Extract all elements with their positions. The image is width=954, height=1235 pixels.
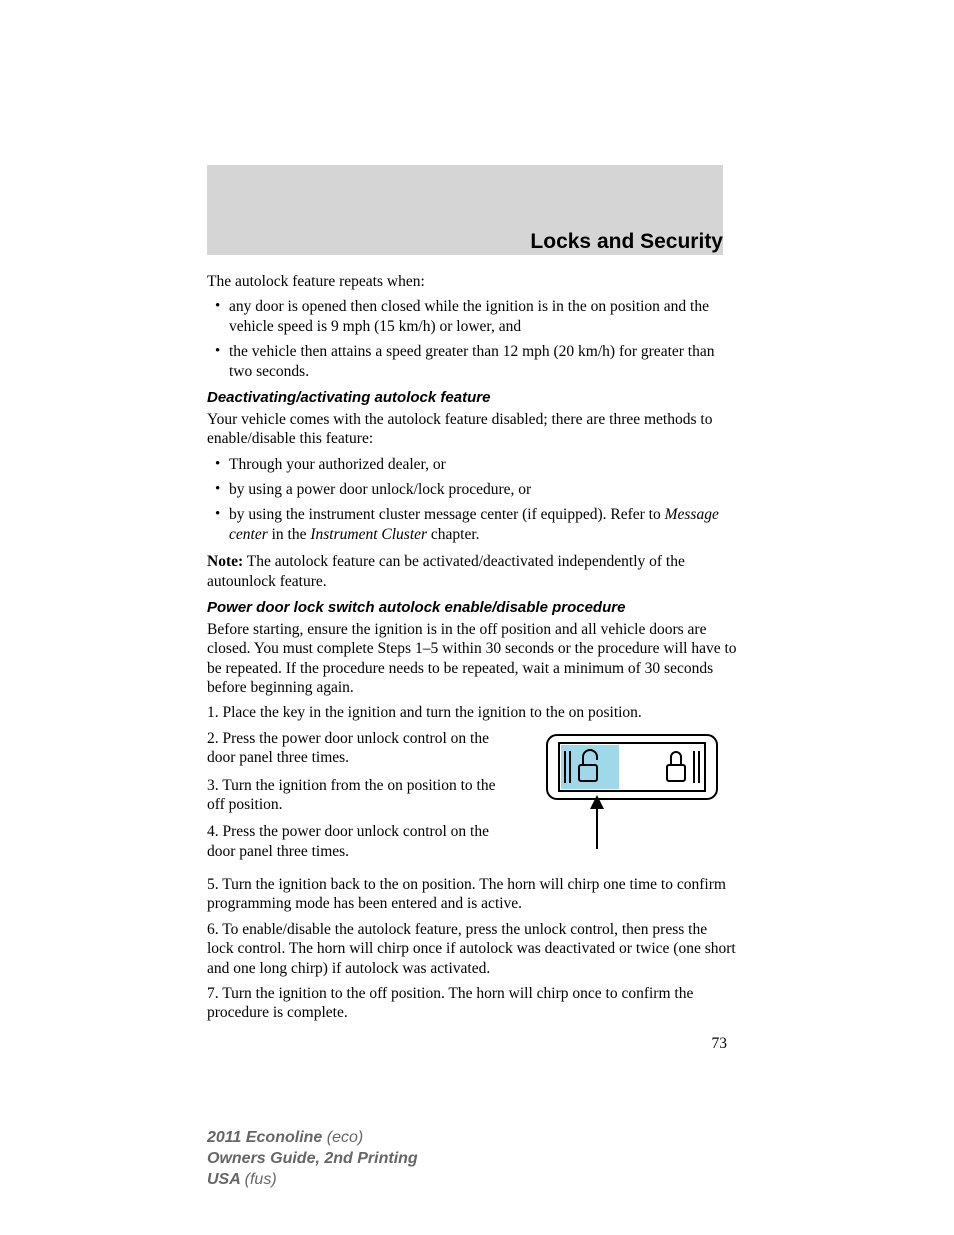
footer-block: 2011 Econoline (eco) Owners Guide, 2nd P… [207,1128,418,1190]
subheading-procedure: Power door lock switch autolock enable/d… [207,599,737,616]
text-span: in the [268,526,311,543]
italic-text: Instrument Cluster [310,526,427,543]
note-text: The autolock feature can be activated/de… [207,553,685,589]
text-span: by using the instrument cluster message … [229,506,665,523]
footer-line-2: Owners Guide, 2nd Printing [207,1149,418,1170]
list-item: by using the instrument cluster message … [207,505,737,544]
list-item: Through your authorized dealer, or [207,455,737,474]
step-2: 2. Press the power door unlock control o… [207,729,517,768]
note-label: Note: [207,553,243,570]
subheading-deactivating: Deactivating/activating autolock feature [207,389,737,406]
step-3: 3. Turn the ignition from the on positio… [207,776,517,815]
sub1-intro: Your vehicle comes with the autolock fea… [207,410,737,449]
footer-line-3: USA (fus) [207,1170,418,1191]
list-item: the vehicle then attains a speed greater… [207,342,737,381]
footer-region: USA [207,1171,245,1188]
intro-text: The autolock feature repeats when: [207,272,737,291]
footer-model: 2011 Econoline [207,1129,327,1146]
step-5: 5. Turn the ignition back to the on posi… [207,875,737,914]
sub2-intro: Before starting, ensure the ignition is … [207,620,737,698]
note-paragraph: Note: The autolock feature can be activa… [207,552,737,591]
step-7: 7. Turn the ignition to the off position… [207,984,737,1023]
sub1-bullet-list: Through your authorized dealer, or by us… [207,455,737,545]
footer-code-2: (fus) [245,1171,277,1188]
list-item: by using a power door unlock/lock proced… [207,480,737,499]
lock-switch-diagram [537,729,737,869]
footer-line-1: 2011 Econoline (eco) [207,1128,418,1149]
steps-with-diagram: 2. Press the power door unlock control o… [207,729,737,869]
step-1: 1. Place the key in the ignition and tur… [207,703,737,722]
step-6: 6. To enable/disable the autolock featur… [207,920,737,978]
step-text-block: 2. Press the power door unlock control o… [207,729,517,869]
text-span: chapter. [427,526,480,543]
page-body: Locks and Security The autolock feature … [207,230,737,1053]
list-item: any door is opened then closed while the… [207,297,737,336]
section-title: Locks and Security [207,230,737,254]
step-4: 4. Press the power door unlock control o… [207,822,517,861]
page-number: 73 [207,1035,737,1053]
intro-bullet-list: any door is opened then closed while the… [207,297,737,381]
footer-code: (eco) [327,1129,363,1146]
